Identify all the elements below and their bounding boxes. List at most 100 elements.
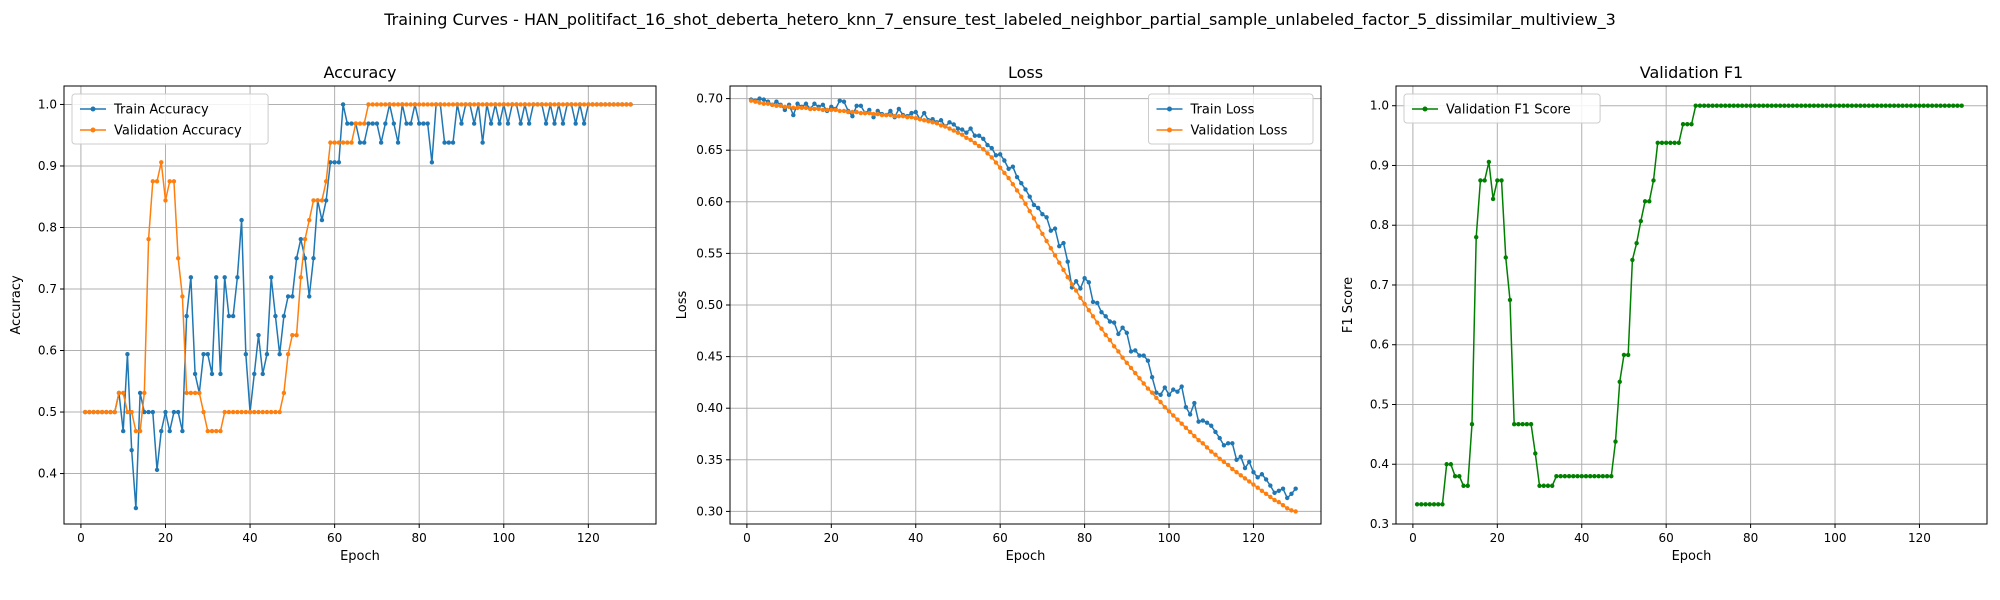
accuracy-data-point — [353, 121, 358, 126]
loss-data-point — [930, 117, 935, 122]
loss-data-point — [926, 119, 931, 124]
accuracy-y-tick-label: 0.4 — [38, 467, 57, 481]
accuracy-data-point — [383, 121, 388, 126]
f1-data-point — [1761, 103, 1766, 108]
loss-data-point — [1124, 330, 1130, 336]
accuracy-data-point — [615, 102, 621, 107]
accuracy-data-point — [243, 409, 249, 415]
accuracy-data-point — [209, 428, 215, 434]
f1-data-point — [1516, 422, 1521, 427]
f1-y-tick-label: 0.8 — [1370, 218, 1389, 232]
accuracy-data-point — [269, 409, 274, 415]
accuracy-data-point — [594, 102, 599, 107]
loss-data-point — [955, 130, 961, 135]
accuracy-data-point — [362, 140, 367, 145]
loss-data-point — [761, 97, 766, 102]
accuracy-data-point — [505, 102, 511, 107]
accuracy-data-point — [488, 102, 494, 107]
accuracy-data-point — [323, 179, 329, 184]
loss-data-point — [1107, 337, 1113, 343]
accuracy-legend-label: Validation Accuracy — [114, 124, 242, 139]
f1-x-axis-label: Epoch — [1672, 549, 1712, 564]
loss-data-point — [1023, 187, 1028, 192]
f1-data-point — [1955, 103, 1960, 108]
f1-data-point — [1832, 103, 1838, 108]
loss-data-point — [1255, 475, 1260, 480]
accuracy-data-point — [129, 409, 134, 415]
loss-data-point — [778, 103, 783, 109]
loss-data-point — [917, 117, 923, 122]
loss-data-point — [947, 120, 952, 125]
f1-panel: 0 20 40 60 80 100 120 0.3 0.4 0.5 0.6 0.7 0.8 0.9 1.0 V… — [1341, 63, 1988, 564]
loss-y-axis-label: Loss — [675, 291, 690, 320]
loss-data-point — [1213, 429, 1218, 435]
accuracy-data-point — [256, 332, 261, 338]
accuracy-x-tick-label: 100 — [492, 531, 515, 545]
f1-data-point — [1512, 422, 1517, 427]
loss-y-tick-label: 0.40 — [696, 401, 723, 415]
accuracy-x-tick-label: 80 — [412, 531, 427, 545]
loss-x-tick-label: 0 — [743, 531, 751, 545]
loss-legend-marker — [1167, 127, 1172, 133]
f1-data-point — [1807, 103, 1812, 108]
f1-data-point — [1571, 474, 1576, 479]
loss-y-tick-label: 0.45 — [696, 350, 723, 364]
f1-data-point — [1900, 103, 1905, 108]
accuracy-data-point — [573, 121, 578, 126]
loss-data-point — [1006, 166, 1011, 171]
accuracy-data-point — [146, 236, 151, 242]
loss-data-point — [968, 137, 973, 143]
loss-data-point — [968, 126, 973, 131]
accuracy-data-point — [218, 428, 223, 434]
loss-data-point — [862, 110, 868, 116]
loss-data-point — [1010, 182, 1016, 187]
loss-data-point — [1166, 409, 1172, 414]
f1-y-tick-label: 0.6 — [1370, 338, 1389, 352]
f1-data-point — [1642, 199, 1648, 204]
accuracy-data-point — [569, 102, 574, 107]
f1-data-point — [1685, 122, 1690, 127]
f1-data-point — [1461, 483, 1466, 488]
f1-data-point — [1668, 140, 1673, 145]
f1-data-point — [1533, 451, 1538, 456]
accuracy-x-tick-label: 120 — [577, 531, 600, 545]
loss-data-point — [1040, 231, 1045, 236]
accuracy-data-point — [459, 121, 464, 126]
accuracy-data-point — [417, 102, 422, 107]
f1-data-point — [1799, 103, 1804, 108]
loss-data-point — [774, 99, 779, 104]
accuracy-data-point — [307, 217, 312, 223]
f1-data-point — [1731, 103, 1736, 108]
loss-y-tick-label: 0.60 — [696, 195, 723, 209]
f1-data-point — [1651, 178, 1656, 183]
f1-legend: Validation F1 Score — [1403, 93, 1601, 124]
accuracy-data-point — [294, 256, 299, 261]
f1-data-point — [1587, 474, 1593, 479]
f1-data-point — [1507, 297, 1513, 303]
loss-data-point — [1196, 419, 1201, 424]
f1-data-point — [1414, 502, 1420, 507]
loss-data-point — [1247, 479, 1252, 484]
accuracy-data-point — [404, 121, 409, 126]
f1-legend-box — [1403, 93, 1601, 124]
accuracy-data-point — [345, 121, 350, 126]
accuracy-data-point — [307, 294, 312, 299]
accuracy-x-tick-label: 20 — [158, 531, 173, 545]
loss-data-point — [757, 96, 762, 101]
accuracy-data-point — [607, 102, 612, 107]
accuracy-data-point — [421, 121, 426, 126]
accuracy-data-point — [112, 409, 117, 415]
loss-data-point — [786, 104, 792, 110]
loss-data-point — [1234, 469, 1239, 475]
loss-data-point — [1272, 497, 1277, 503]
accuracy-data-point — [404, 102, 409, 107]
f1-x-tick-label: 80 — [1743, 531, 1758, 545]
loss-data-point — [837, 108, 842, 114]
accuracy-data-point — [121, 390, 126, 396]
loss-data-point — [1082, 301, 1087, 307]
accuracy-data-point — [226, 313, 232, 319]
loss-series-line-0 — [750, 97, 1297, 499]
f1-data-point — [1769, 103, 1774, 108]
loss-y-tick-label: 0.35 — [696, 453, 723, 467]
f1-legend-marker — [1422, 106, 1428, 112]
